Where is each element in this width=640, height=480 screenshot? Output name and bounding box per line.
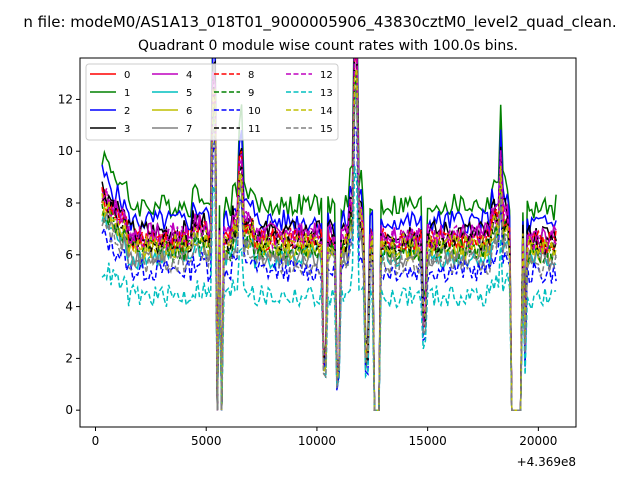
legend-label-2: 2 (124, 106, 130, 117)
series-line-15 (102, 98, 557, 411)
x-offset-label: +4.369e8 (517, 455, 576, 469)
legend-label-5: 5 (186, 88, 192, 99)
y-tick-label: 0 (65, 403, 73, 417)
legend-label-10: 10 (248, 106, 261, 117)
legend-label-7: 7 (186, 124, 192, 135)
x-tick-label: 0 (92, 434, 100, 448)
legend-label-9: 9 (248, 88, 254, 99)
legend-label-4: 4 (186, 70, 192, 81)
x-axis: 0 5000 10000 15000 20000 (92, 427, 557, 448)
legend-label-1: 1 (124, 88, 130, 99)
y-tick-label: 4 (65, 300, 73, 314)
legend-label-13: 13 (320, 88, 333, 99)
x-tick-label: 15000 (409, 434, 447, 448)
series-line-12 (101, 58, 557, 411)
x-tick-label: 10000 (298, 434, 336, 448)
y-tick-label: 12 (58, 92, 73, 106)
legend-label-11: 11 (248, 124, 261, 135)
y-tick-label: 10 (58, 144, 73, 158)
legend-label-15: 15 (320, 124, 333, 135)
series-line-1 (101, 58, 557, 411)
legend-label-6: 6 (186, 106, 192, 117)
y-tick-label: 6 (65, 248, 73, 262)
series-line-13 (101, 165, 557, 411)
legend-label-8: 8 (248, 70, 254, 81)
legend-label-3: 3 (124, 124, 130, 135)
y-tick-label: 8 (65, 196, 73, 210)
figure-suptitle: n file: modeM0/AS1A13_018T01_9000005906_… (23, 13, 616, 32)
y-tick-label: 2 (65, 351, 73, 365)
plot-frame (79, 57, 577, 428)
series-layer (101, 58, 557, 411)
y-axis: 0 2 4 6 8 10 12 (58, 92, 80, 417)
legend-label-14: 14 (320, 106, 333, 117)
series-line-14 (101, 68, 557, 411)
x-tick-label: 5000 (191, 434, 222, 448)
chart-title: Quadrant 0 module wise count rates with … (138, 38, 518, 54)
x-tick-label: 20000 (519, 434, 557, 448)
legend-box (85, 63, 339, 141)
legend-label-12: 12 (320, 70, 333, 81)
legend-label-0: 0 (124, 70, 130, 81)
